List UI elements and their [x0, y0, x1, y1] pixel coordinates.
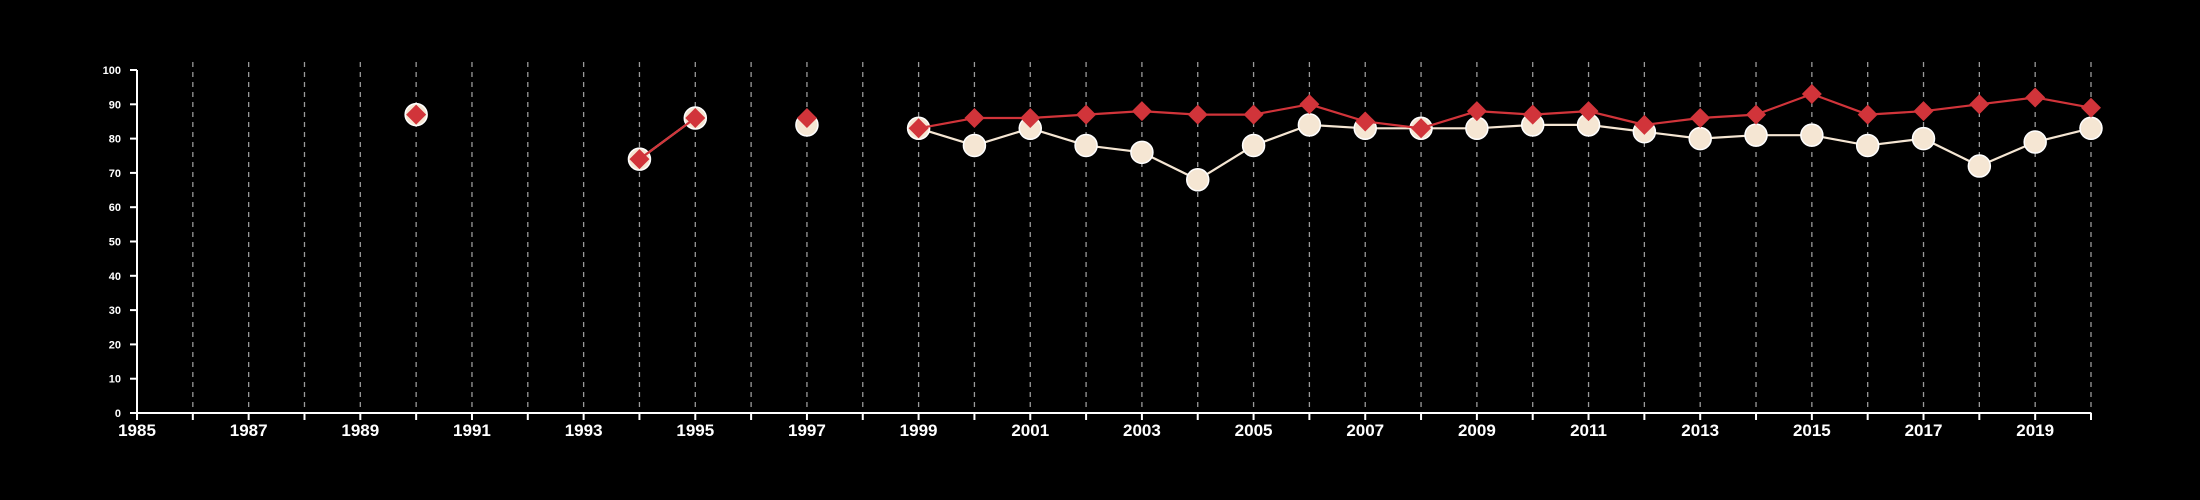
data-point-diamond — [1466, 101, 1487, 122]
x-tick-label: 2017 — [1905, 421, 1943, 440]
data-point-diamond — [1690, 108, 1711, 129]
series-line-segment — [1979, 96, 2036, 106]
data-point-diamond — [908, 118, 929, 139]
series-line-segment — [1365, 120, 1422, 130]
data-point-circle — [1185, 168, 1210, 192]
data-point-circle — [1911, 126, 1936, 151]
x-tick-label: 2003 — [1123, 421, 1161, 440]
data-point-diamond — [2025, 87, 2046, 108]
x-tick-label: 2011 — [1570, 421, 1607, 440]
y-tick-label: 80 — [109, 134, 121, 146]
x-tick-label: 1985 — [118, 421, 156, 440]
data-point-diamond — [685, 108, 706, 129]
y-tick-label: 70 — [109, 168, 121, 180]
y-tick-label: 0 — [115, 408, 121, 420]
data-point-diamond — [1522, 104, 1543, 125]
data-point-diamond — [1299, 94, 1320, 115]
data-point-circle — [1800, 123, 1824, 147]
data-point-diamond — [1913, 101, 1934, 122]
x-tick-label: 1991 — [453, 421, 491, 440]
data-point-diamond — [1801, 84, 1822, 105]
series — [404, 84, 2103, 192]
y-tick-label: 50 — [109, 237, 121, 249]
data-point-diamond — [629, 149, 650, 170]
grid-lines — [192, 62, 2092, 413]
x-tick-label: 1997 — [788, 421, 826, 440]
data-point-diamond — [1355, 111, 1376, 132]
x-tick-label: 2013 — [1681, 421, 1719, 440]
data-point-diamond — [1131, 101, 1152, 122]
y-tick-label: 30 — [109, 305, 121, 317]
x-tick-label: 2019 — [2016, 421, 2054, 440]
data-point-diamond — [1243, 104, 1264, 125]
data-point-diamond — [796, 108, 817, 129]
x-tick-label: 1987 — [230, 421, 268, 440]
data-point-diamond — [1746, 104, 1767, 125]
data-point-diamond — [1076, 104, 1097, 125]
y-tick-label: 90 — [109, 99, 121, 111]
x-tick-label: 1999 — [900, 421, 938, 440]
data-point-diamond — [1020, 108, 1041, 129]
axes: 1985 1987 1989 1991 1993 1995 1997 1999 2001 2003… — [103, 65, 2092, 440]
x-tick-label: 2007 — [1346, 421, 1384, 440]
data-point-circle — [1074, 133, 1098, 158]
series-line-segment — [1923, 103, 1980, 113]
series-line-segment — [1644, 116, 1701, 126]
data-point-circle — [1967, 154, 1992, 178]
data-point-diamond — [1969, 94, 1990, 115]
x-tick-label: 1993 — [565, 421, 603, 440]
data-point-diamond — [1578, 101, 1599, 122]
data-point-diamond — [406, 104, 427, 125]
x-tick-label: 2005 — [1235, 421, 1273, 440]
y-tick-label: 10 — [109, 374, 121, 386]
data-point-circle — [1297, 113, 1322, 137]
series-line-segment — [1811, 92, 1869, 116]
x-tick-label: 2009 — [1458, 421, 1496, 440]
y-tick-label: 60 — [109, 202, 121, 214]
data-point-diamond — [1411, 118, 1432, 139]
data-point-diamond — [1634, 114, 1655, 135]
series-line-segment — [1420, 110, 1478, 130]
data-point-circle — [1744, 123, 1768, 147]
data-point-circle — [1855, 133, 1880, 158]
y-tick-label: 20 — [109, 339, 121, 351]
data-point-circle — [962, 133, 987, 158]
data-point-diamond — [1187, 104, 1208, 125]
x-tick-label: 2015 — [1793, 421, 1831, 440]
data-point-diamond — [964, 108, 985, 129]
y-tick-label: 100 — [103, 65, 121, 77]
y-tick-label: 40 — [109, 271, 121, 283]
series-line-segment — [1588, 110, 1645, 126]
series-line-segment — [638, 117, 696, 161]
data-point-circle — [2079, 116, 2103, 141]
data-point-circle — [1241, 133, 1266, 158]
data-point-diamond — [2081, 97, 2101, 118]
data-point-circle — [1688, 126, 1712, 151]
series-line-segment — [1755, 92, 1813, 116]
series-line-segment — [2034, 96, 2092, 109]
data-point-circle — [2023, 130, 2047, 154]
series-line-segment — [918, 116, 975, 130]
data-point-circle — [1130, 140, 1154, 165]
x-tick-label: 1989 — [341, 421, 379, 440]
series-line-segment — [1309, 103, 1366, 123]
data-point-diamond — [1857, 104, 1878, 125]
x-tick-label: 1995 — [676, 421, 714, 440]
series-line-segment — [1253, 103, 1310, 116]
series-2 — [406, 84, 2101, 170]
x-tick-label: 2001 — [1011, 421, 1049, 440]
